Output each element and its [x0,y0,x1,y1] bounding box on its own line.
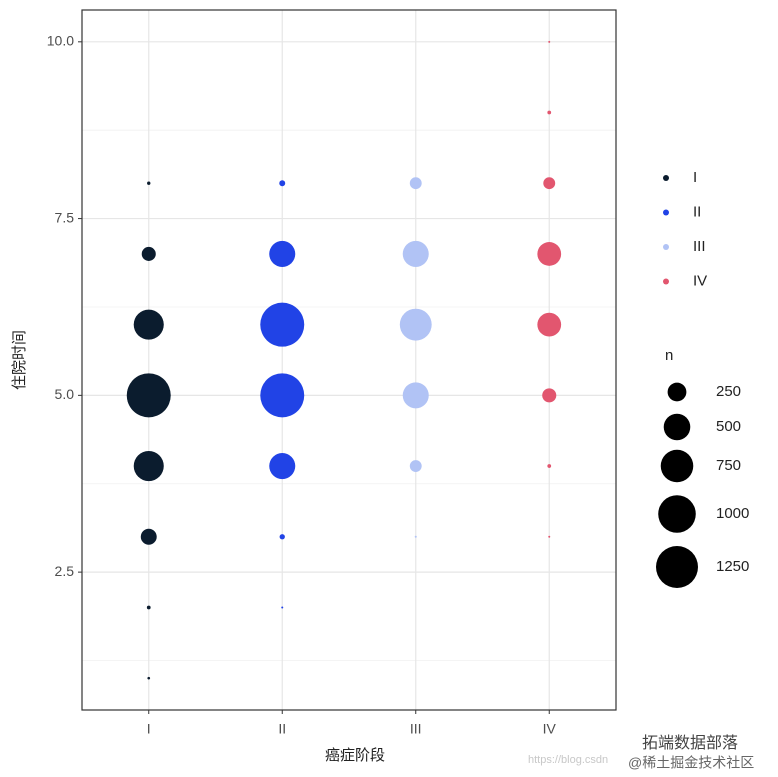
watermark: 拓端数据部落 [642,734,738,752]
bubble [409,177,422,190]
legend-marker [663,278,669,285]
size-legend-label: 750 [716,457,741,474]
size-legend-marker [660,449,694,483]
bubble [402,240,429,267]
bubble [414,535,417,538]
bubble [146,605,151,610]
watermark: https://blog.csdn [528,754,608,766]
bubble [547,464,552,468]
legend-label: IV [693,272,707,289]
x-tick-label: I [147,721,151,737]
bubble [542,388,557,403]
bubble [537,312,562,337]
bubble [537,242,562,266]
size-legend-marker [667,382,687,402]
legend-marker [663,175,669,181]
bubble [126,373,171,418]
y-tick-label: 7.5 [55,209,75,225]
bubble [260,302,305,347]
watermark: @稀土掘金技术社区 [628,755,754,771]
size-legend-marker [658,495,696,533]
bubble [147,676,151,680]
bubble [279,180,286,187]
bubble [548,40,551,43]
size-legend-label: 1000 [716,505,749,522]
bubble [399,308,432,341]
y-tick-label: 2.5 [55,563,75,579]
size-legend-title: n [665,347,673,364]
bubble [402,382,429,409]
legend-marker [663,244,669,250]
x-tick-label: III [410,721,422,737]
bubble [133,451,164,482]
bubble [548,535,551,538]
x-axis-title: 癌症阶段 [325,747,385,764]
bubble [141,246,156,261]
x-tick-label: II [278,721,286,737]
legend-marker [663,209,669,216]
bubble [547,110,552,115]
bubble [269,453,296,480]
bubble [147,181,151,185]
bubble [269,240,296,267]
x-tick-label: IV [543,721,557,737]
bubble [409,460,422,473]
bubble [543,177,556,190]
bubble [140,528,157,545]
y-tick-label: 10.0 [47,33,74,49]
size-legend-label: 500 [716,418,741,435]
legend-label: II [693,203,701,220]
plot-border [81,9,617,711]
y-tick-label: 5.0 [55,386,75,402]
size-legend-label: 250 [716,383,741,400]
bubble [260,373,305,418]
legend-label: III [693,238,706,255]
bubble [281,606,284,609]
size-legend-marker [656,546,698,588]
y-axis-title: 住院时间 [10,330,28,390]
legend-label: I [693,169,697,186]
bubble [133,309,164,340]
size-legend-label: 1250 [716,558,749,575]
size-legend-marker [663,413,691,441]
bubble [279,534,285,540]
